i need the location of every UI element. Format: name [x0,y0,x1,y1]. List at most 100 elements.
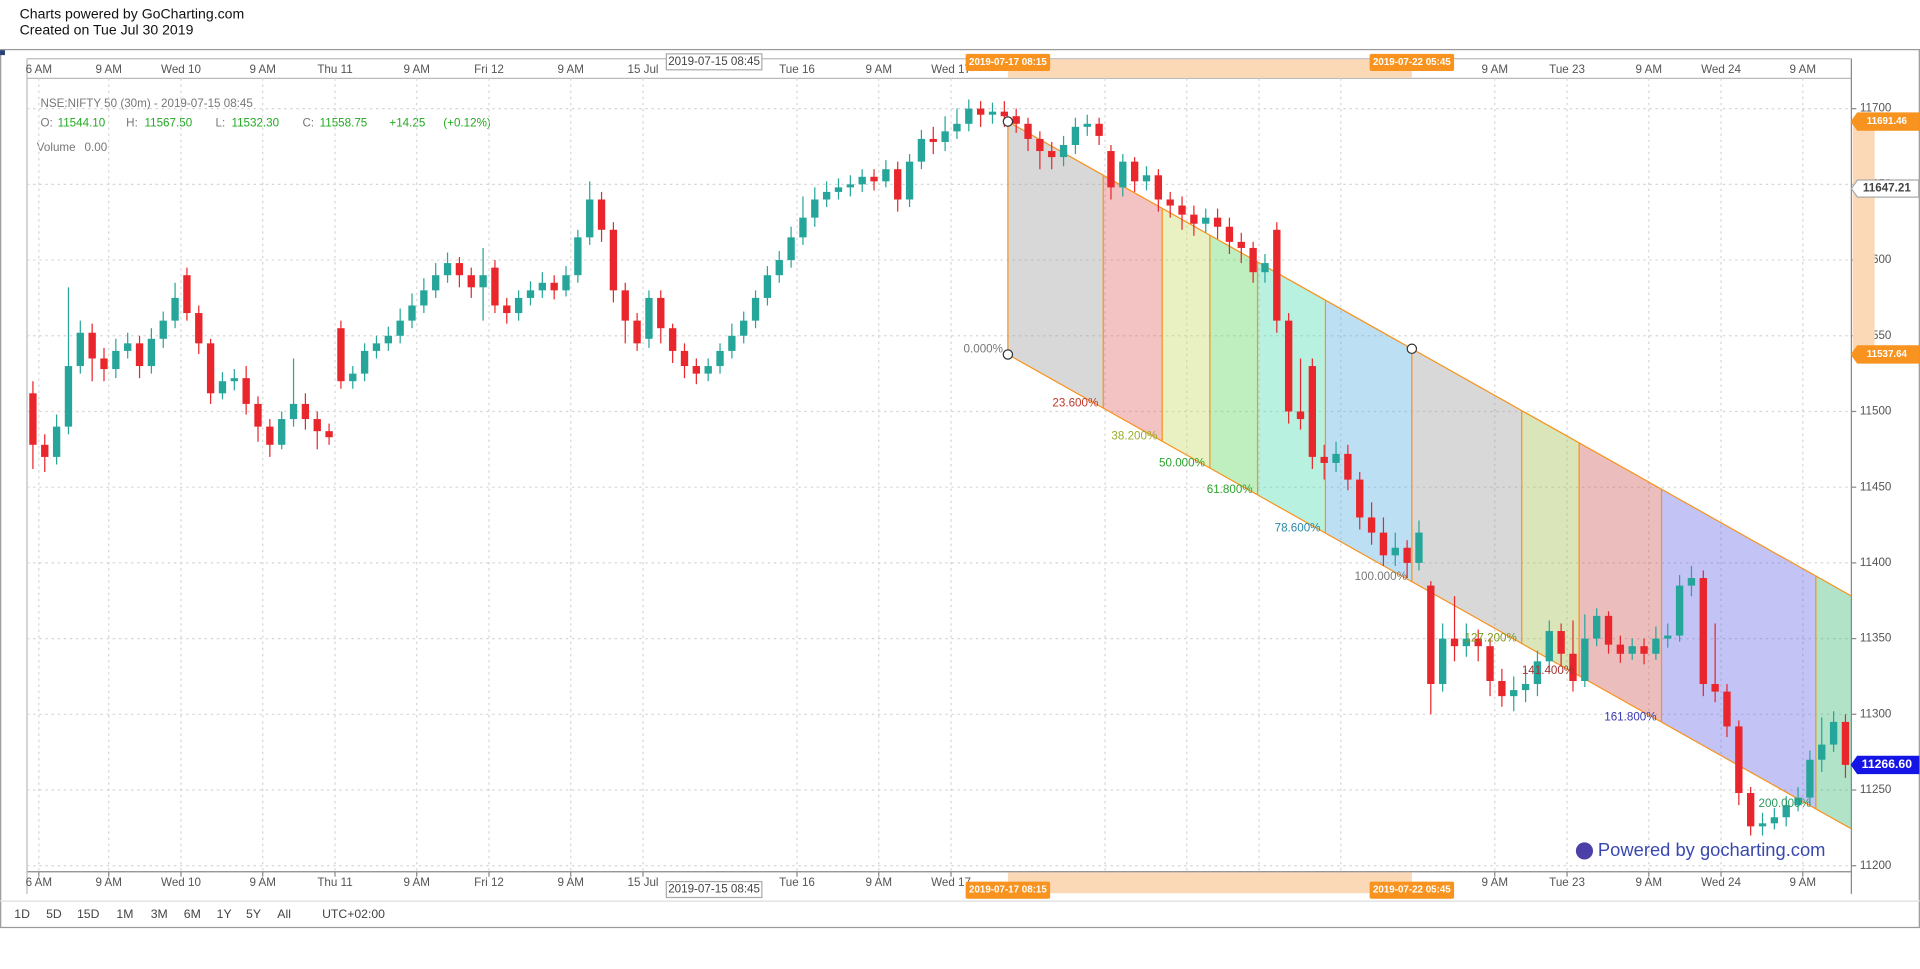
ohlc-info: O: 11544.10 H: 11567.50 L: 11532.30 C: 1… [37,117,491,154]
candle-body [1024,123,1032,139]
y-tick-label: 11300 [1860,707,1892,720]
fib-band [1661,489,1816,809]
range-button[interactable]: All [277,907,291,921]
time-label-box [1369,53,1455,72]
info-change-pct: (+0.12%) [443,117,491,130]
candle-body [763,275,772,298]
y-tick-label: 11350 [1860,632,1892,645]
x-tick-label: 9 AM [1482,876,1509,889]
fib-level-label: 141.400% [1522,664,1574,677]
candle-body [384,335,392,344]
candle-body [597,199,606,230]
candle-body [822,191,831,200]
candle-body [1012,116,1020,124]
x-tick-label: Fri 12 [474,876,504,889]
price-label: 11647.21 [1863,182,1911,195]
candle-body [420,290,428,306]
x-tick-label: 6 AM [26,63,53,76]
candle-body [953,123,961,132]
candle-body [1332,453,1340,463]
crosshair-time: 2019-07-15 08:45 [668,883,760,896]
candle-body [337,328,345,382]
candle-body [1545,631,1553,662]
candle-body [1604,615,1613,645]
time-label: 2019-07-17 08:15 [969,885,1047,896]
candle-body [965,108,973,124]
x-tick-label: 9 AM [1482,63,1509,76]
range-button[interactable]: 1Y [217,907,232,921]
candle-body [1699,578,1707,685]
time-label-box [1369,881,1455,899]
candle-body [894,169,902,200]
candle-body [609,229,618,291]
candle-body [29,393,37,445]
y-tick-label: 11200 [1860,859,1892,872]
x-tick-label: Wed 17 [931,63,971,76]
range-button[interactable]: 1M [116,907,133,921]
candle-body [1616,644,1625,654]
candle-body [491,267,499,306]
info-value: 11544.10 [58,117,106,130]
range-button[interactable]: 3M [151,907,168,921]
x-tick-label: 9 AM [404,63,431,76]
x-tick-label: Thu 11 [317,63,352,76]
x-tick-label: 6 AM [26,876,53,889]
x-tick-label: 9 AM [95,876,122,889]
crosshair-time: 2019-07-15 08:45 [668,55,760,68]
candle-body [289,403,298,420]
y-tick-label: 11400 [1860,556,1892,569]
x-tick-label: 9 AM [866,63,893,76]
range-button[interactable]: 5Y [246,907,261,921]
candle-body [976,108,985,115]
range-button[interactable]: 5D [46,907,62,921]
candle-body [64,366,73,427]
symbol-label: NSE:NIFTY 50 (30m) - 2019-07-15 08:45 [40,97,252,110]
x-tick-label: 9 AM [95,63,122,76]
candle-body [1415,532,1423,563]
watermark: Powered by gocharting.com [1598,839,1826,860]
range-button[interactable]: 6M [184,907,201,921]
candle-body [704,366,712,374]
candle-body [1818,744,1826,760]
time-label-box [965,881,1051,899]
candle-body [1841,721,1850,765]
frame [0,48,1920,929]
candle-body [1320,456,1328,463]
candle-body [917,138,926,162]
candle-body [538,282,546,291]
candle-body [657,297,665,329]
price-label: 11537.64 [1867,349,1908,360]
time-label: 2019-07-17 08:15 [969,57,1047,68]
time-label-box [965,53,1051,72]
candle-body [1640,646,1648,654]
x-tick-label: 9 AM [404,876,431,889]
candle-body [1284,320,1293,412]
time-range-shade [1007,59,1412,78]
time-label: 2019-07-22 05:45 [1373,57,1451,68]
candle-body [1237,241,1245,248]
candle-body [206,343,215,394]
price-label-box [1850,755,1920,775]
fib-level-label: 23.600% [1052,396,1098,409]
range-button[interactable]: 15D [77,907,100,921]
x-tick-label: Thu 11 [317,876,352,889]
crosshair-time-box [665,53,763,71]
candle-body [1782,805,1790,818]
candle-body [1273,229,1281,321]
range-button[interactable]: 1D [14,907,30,921]
candle-body [396,320,404,336]
y-tick-label: 11700 [1860,102,1892,115]
fib-anchor [1406,343,1418,355]
x-tick-label: 9 AM [558,63,585,76]
x-tick-label: 9 AM [249,63,275,76]
y-tick-label: 11250 [1860,783,1892,796]
candle-body [1379,532,1388,556]
candle-body [301,403,310,420]
x-tick-label: 9 AM [1636,876,1663,889]
candle-body [586,199,594,238]
header-line: Charts powered by GoCharting.com [20,5,245,21]
candle-body [408,305,416,321]
candle-body [621,290,629,321]
price-range-shade [1852,121,1875,355]
